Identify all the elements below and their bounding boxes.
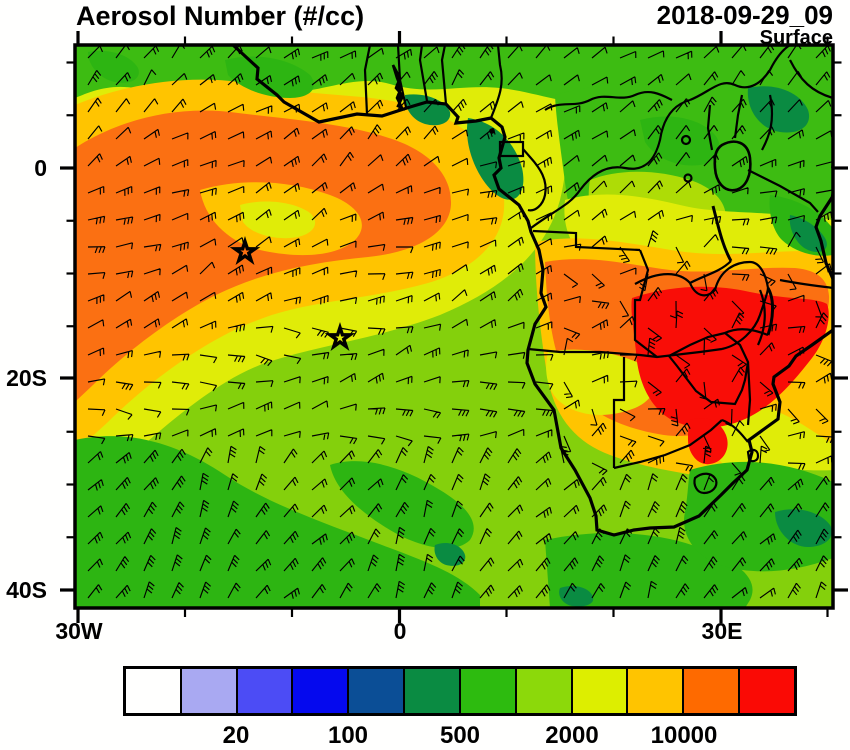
colorbar-cell — [179, 669, 236, 713]
coastline-layer — [231, 46, 832, 537]
star-marker — [229, 236, 261, 265]
datetime-label: 2018-09-29_09 — [656, 0, 833, 30]
y-tick-label-0: 0 — [34, 155, 47, 181]
colorbar-cell — [626, 669, 683, 713]
colorbar-cell — [514, 669, 571, 713]
wind-barbs-layer — [87, 46, 832, 599]
star-marker — [324, 322, 356, 351]
colorbar-label-2000: 2000 — [545, 722, 599, 749]
plot-title: Aerosol Number (#/cc) — [76, 1, 365, 31]
colorbar — [123, 666, 797, 716]
colorbar-cell — [291, 669, 348, 713]
y-tick-label-20s: 20S — [6, 365, 47, 391]
x-tick-label-0: 0 — [393, 618, 407, 644]
x-tick-label-30w: 30W — [55, 618, 103, 644]
colorbar-cell — [235, 669, 292, 713]
map-frame — [73, 43, 835, 610]
colorbar-label-20: 20 — [222, 722, 250, 749]
colorbar-cell — [403, 669, 459, 713]
colorbar-label-500: 500 — [439, 722, 481, 749]
colorbar-cell — [347, 669, 404, 713]
country-borders-layer — [363, 46, 832, 495]
colorbar-label-100: 100 — [327, 722, 369, 749]
colorbar-cell — [458, 669, 515, 713]
colorbar-label-10000: 10000 — [650, 722, 718, 749]
y-tick-label-40s: 40S — [6, 577, 47, 603]
contour-field — [76, 46, 832, 607]
colorbar-cell — [682, 669, 739, 713]
colorbar-cell — [570, 669, 627, 713]
colorbar-cell — [738, 669, 794, 713]
x-tick-label-30e: 30E — [701, 618, 743, 644]
star-markers — [229, 236, 356, 351]
colorbar-cell — [126, 669, 180, 713]
